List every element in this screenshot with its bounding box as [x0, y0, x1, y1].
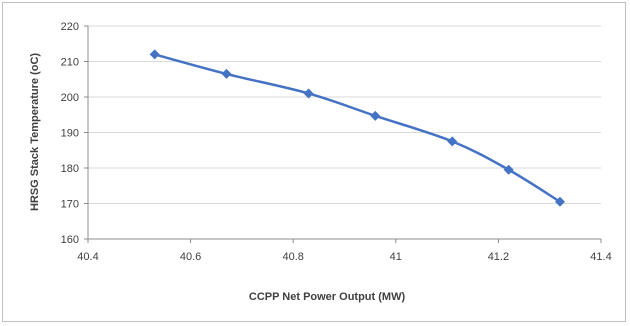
- x-tick-label: 40.6: [180, 251, 201, 263]
- y-axis-title: HRSG Stack Temperature (oC): [29, 53, 41, 211]
- data-point-marker: [149, 49, 160, 60]
- y-tick-label: 160: [61, 234, 79, 246]
- x-tick-label: 41.2: [488, 251, 509, 263]
- data-point-marker: [303, 88, 314, 99]
- data-series: [149, 49, 565, 207]
- gridlines: [88, 25, 601, 204]
- data-point-marker: [370, 110, 381, 121]
- y-tick-label: 220: [61, 21, 79, 33]
- y-tick-label: 180: [61, 163, 79, 175]
- y-tick-label: 170: [61, 199, 79, 211]
- chart-frame: [2, 2, 626, 322]
- y-tick-label: 200: [61, 92, 79, 104]
- x-tick-label: 40.4: [77, 251, 98, 263]
- x-tick-label: 41.4: [590, 251, 611, 263]
- data-point-marker: [447, 136, 458, 147]
- data-point-marker: [503, 164, 514, 175]
- series-line: [154, 53, 561, 203]
- data-point-marker: [554, 196, 565, 207]
- data-point-marker: [221, 68, 232, 79]
- y-tick-label: 190: [61, 128, 79, 140]
- axes: [84, 25, 602, 243]
- x-axis-title: CCPP Net Power Output (MW): [249, 291, 406, 303]
- y-tick-labels: 160 170 180 190 200 210 220: [61, 21, 79, 246]
- x-tick-label: 40.8: [282, 251, 303, 263]
- x-tick-labels: 40.4 40.6 40.8 41 41.2 41.4: [77, 251, 611, 263]
- y-tick-label: 210: [61, 57, 79, 69]
- x-tick-label: 41: [390, 251, 402, 263]
